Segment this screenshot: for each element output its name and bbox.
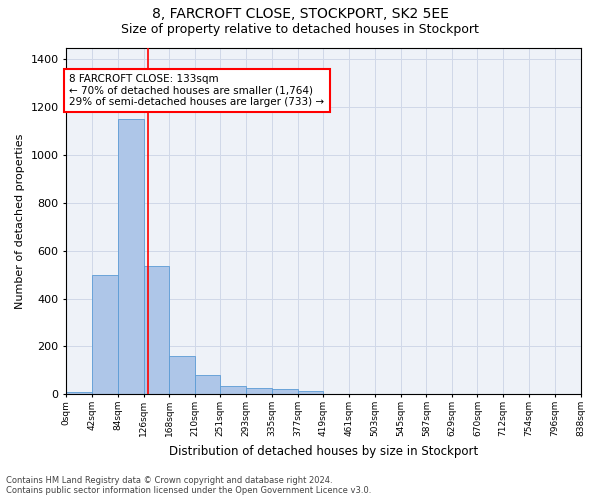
Bar	[92, 274, 118, 394]
Text: 8 FARCROFT CLOSE: 133sqm
← 70% of detached houses are smaller (1,764)
29% of sem: 8 FARCROFT CLOSE: 133sqm ← 70% of detach…	[70, 74, 325, 107]
Bar	[67, 392, 92, 394]
Bar	[272, 390, 298, 394]
Bar	[298, 392, 323, 394]
Bar	[195, 375, 220, 394]
Bar	[246, 388, 272, 394]
Text: Contains HM Land Registry data © Crown copyright and database right 2024.
Contai: Contains HM Land Registry data © Crown c…	[6, 476, 371, 495]
Text: 8, FARCROFT CLOSE, STOCKPORT, SK2 5EE: 8, FARCROFT CLOSE, STOCKPORT, SK2 5EE	[152, 8, 448, 22]
Text: Size of property relative to detached houses in Stockport: Size of property relative to detached ho…	[121, 22, 479, 36]
X-axis label: Distribution of detached houses by size in Stockport: Distribution of detached houses by size …	[169, 444, 478, 458]
Bar	[169, 356, 195, 394]
Bar	[143, 266, 169, 394]
Y-axis label: Number of detached properties: Number of detached properties	[15, 133, 25, 308]
Bar	[220, 386, 246, 394]
Bar	[118, 119, 143, 394]
